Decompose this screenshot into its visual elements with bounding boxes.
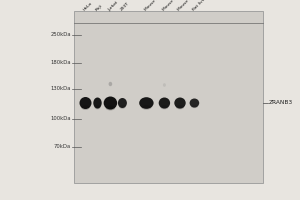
Text: Mouse heart: Mouse heart <box>162 0 184 12</box>
Text: 293T: 293T <box>120 1 130 12</box>
Ellipse shape <box>191 105 198 108</box>
Ellipse shape <box>190 98 199 108</box>
Text: 70kDa: 70kDa <box>54 144 71 150</box>
Ellipse shape <box>176 105 184 109</box>
Ellipse shape <box>109 82 112 86</box>
Ellipse shape <box>141 105 152 110</box>
Text: HeLa: HeLa <box>83 1 93 12</box>
Ellipse shape <box>93 98 102 108</box>
Text: Jurkat: Jurkat <box>108 0 119 12</box>
Text: 100kDa: 100kDa <box>51 116 71 121</box>
Ellipse shape <box>139 97 154 109</box>
Ellipse shape <box>104 97 117 110</box>
Ellipse shape <box>174 98 186 108</box>
Text: Raji: Raji <box>95 4 103 12</box>
Text: ZRANB3: ZRANB3 <box>269 100 293 106</box>
Ellipse shape <box>159 98 170 108</box>
Ellipse shape <box>118 98 127 108</box>
Text: 250kDa: 250kDa <box>51 32 71 38</box>
Ellipse shape <box>106 105 115 110</box>
Ellipse shape <box>80 97 92 109</box>
Text: 130kDa: 130kDa <box>51 86 71 92</box>
Text: Mouse liver: Mouse liver <box>144 0 164 12</box>
Ellipse shape <box>119 105 126 109</box>
Text: 180kDa: 180kDa <box>51 60 71 66</box>
Ellipse shape <box>160 105 168 109</box>
Bar <box>74 11 262 183</box>
Text: Mouse brain: Mouse brain <box>177 0 199 12</box>
Ellipse shape <box>163 83 166 87</box>
Text: Rat liver: Rat liver <box>192 0 207 12</box>
Ellipse shape <box>94 105 100 109</box>
Ellipse shape <box>81 105 90 110</box>
